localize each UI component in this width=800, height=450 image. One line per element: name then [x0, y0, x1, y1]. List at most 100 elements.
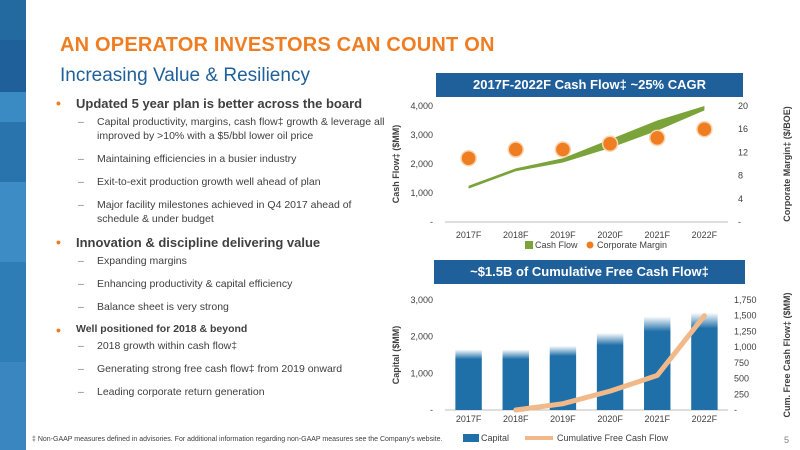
y-tick-label: 1,000 [410, 368, 433, 378]
sub-bullet-text: Capital productivity, margins, cash flow… [97, 116, 385, 142]
sub-bullet: – Expanding margins [56, 254, 396, 268]
sub-bullet-text: Generating strong free cash flow‡ from 2… [97, 363, 343, 375]
dash-mark: – [78, 340, 84, 352]
page-subtitle: Increasing Value & Resiliency [60, 65, 310, 86]
y2-tick-label: 8 [738, 171, 743, 181]
dash-mark: – [78, 386, 84, 398]
x-tick-label: 2018F [503, 230, 529, 240]
corporate-margin-point [554, 141, 572, 158]
legend-cash-flow-swatch [525, 241, 533, 249]
x-tick-label: 2022F [692, 414, 718, 424]
sub-bullet-text: Maintaining efficiencies in a busier ind… [97, 153, 297, 165]
corporate-margin-point [601, 135, 619, 152]
dash-mark: – [78, 153, 84, 165]
sub-bullet-text: 2018 growth within cash flow‡ [97, 340, 238, 352]
x-tick-label: 2021F [644, 230, 670, 240]
bullet-text: Well positioned for 2018 & beyond [76, 323, 248, 335]
capital-bar [596, 333, 624, 410]
sub-bullet: – Generating strong free cash flow‡ from … [56, 362, 396, 376]
bullet-innovation: • Innovation & discipline delivering valu… [56, 234, 396, 250]
corporate-margin-point [507, 141, 524, 158]
y2-tick-label: 1,250 [734, 326, 757, 336]
free-cash-flow-chart: - 1,000 2,000 3,000 - 250 500 750 1,000 1,250 1,50… [391, 292, 792, 443]
bullet-text: Updated 5 year plan is better across the… [76, 96, 363, 111]
capital-bar [455, 349, 482, 410]
x-tick-label: 2022F [692, 230, 718, 240]
cash-flow-chart: - 1,000 2,000 3,000 4,000 - 4 8 12 16 20 2017F 2018F… [391, 101, 792, 250]
y-tick-label: 2,000 [410, 159, 433, 169]
sub-bullet: – Balance sheet is very strong [56, 300, 396, 314]
left-accent-bar [0, 0, 26, 450]
bullet-dot: • [56, 95, 61, 111]
cash-flow-area [468, 106, 705, 189]
y2-tick-label: - [738, 217, 741, 227]
sub-bullet-text: Enhancing productivity & capital efficie… [97, 278, 293, 290]
x-tick-label: 2019F [550, 414, 576, 424]
y2-tick-label: 1,000 [734, 342, 757, 352]
legend-capital-swatch [463, 434, 479, 442]
legend-fcf-label: Cumulative Free Cash Flow [557, 433, 669, 443]
y2-axis-label: Cum. Free Cash Flow‡ ($MM) [782, 292, 792, 417]
y2-tick-label: 12 [738, 147, 748, 157]
sub-bullet: – Leading corporate return generation [56, 385, 396, 399]
sub-bullet: – Exit-to-exit production growth well ahe… [56, 175, 396, 189]
sub-bullet-text: Expanding margins [97, 255, 187, 267]
dash-mark: – [78, 301, 84, 313]
y2-tick-label: 16 [738, 124, 748, 134]
sub-bullet: – Maintaining efficiencies in a busier in… [56, 152, 396, 166]
dash-mark: – [78, 199, 84, 211]
page-title: AN OPERATOR INVESTORS CAN COUNT ON [60, 34, 495, 56]
corporate-margin-point [649, 129, 666, 147]
y2-axis-label: Corporate Margin‡ ($/BOE) [782, 106, 792, 222]
cumulative-fcf-line [513, 313, 707, 413]
x-tick-label: 2020F [597, 230, 623, 240]
sub-bullet: – Enhancing productivity & capital effici… [56, 277, 396, 291]
sub-bullet: – 2018 growth within cash flow‡ [56, 339, 396, 353]
page-number: 5 [784, 435, 790, 445]
y2-tick-label: 4 [738, 194, 743, 204]
legend-corporate-margin-label: Corporate Margin [597, 240, 667, 250]
capital-bar [502, 349, 529, 410]
bullet-text: Innovation & discipline delivering value [76, 235, 321, 250]
sub-bullet-text: Major facility milestones achieved in Q4… [97, 199, 352, 225]
chart2-title: ~$1.5B of Cumulative Free Cash Flow‡ [434, 260, 745, 284]
chart1-title: 2017F-2022F Cash Flow‡ ~25% CAGR [436, 73, 743, 97]
dash-mark: – [78, 116, 84, 128]
corporate-margin-point [460, 149, 477, 167]
x-tick-label: 2017F [456, 230, 482, 240]
x-tick-label: 2017F [456, 414, 482, 424]
sub-bullet: – Capital productivity, margins, cash flo… [56, 115, 396, 143]
y-tick-label: 4,000 [410, 101, 433, 111]
dash-mark: – [78, 363, 84, 375]
y2-tick-label: 1,500 [734, 311, 757, 321]
sub-bullet-text: Exit-to-exit production growth well ahea… [97, 176, 321, 188]
bullet-positioned: • Well positioned for 2018 & beyond [56, 322, 396, 338]
legend-cash-flow-label: Cash Flow [535, 240, 578, 250]
y-tick-label: 3,000 [410, 130, 433, 140]
y2-tick-label: 1,750 [734, 295, 757, 305]
sub-bullet-text: Leading corporate return generation [97, 386, 265, 398]
x-tick-label: 2019F [550, 230, 576, 240]
corporate-margin-point [696, 120, 713, 138]
sub-bullet-text: Balance sheet is very strong [97, 301, 229, 313]
y-tick-label: 2,000 [410, 332, 433, 342]
dash-mark: – [78, 255, 84, 267]
sub-bullet: – Major facility milestones achieved in Q… [56, 198, 396, 226]
y-tick-label: - [430, 217, 433, 227]
y-axis-label: Capital ($MM) [391, 326, 401, 385]
x-tick-label: 2020F [597, 414, 623, 424]
bullet-dot: • [56, 234, 61, 250]
dash-mark: – [78, 176, 84, 188]
bullet-plan: • Updated 5 year plan is better across th… [56, 95, 396, 111]
footnote: ‡ Non-GAAP measures defined in advisorie… [32, 436, 443, 443]
y2-tick-label: 250 [734, 389, 749, 399]
y-tick-label: 3,000 [410, 295, 433, 305]
y-axis-label: Cash Flow‡ ($MM) [391, 125, 401, 204]
y2-tick-label: 20 [738, 101, 748, 111]
y2-tick-label: 750 [734, 358, 749, 368]
y2-tick-label: - [734, 405, 737, 415]
legend-capital-label: Capital [481, 433, 509, 443]
x-tick-label: 2021F [644, 414, 670, 424]
dash-mark: – [78, 278, 84, 290]
bullet-dot: • [56, 322, 61, 338]
